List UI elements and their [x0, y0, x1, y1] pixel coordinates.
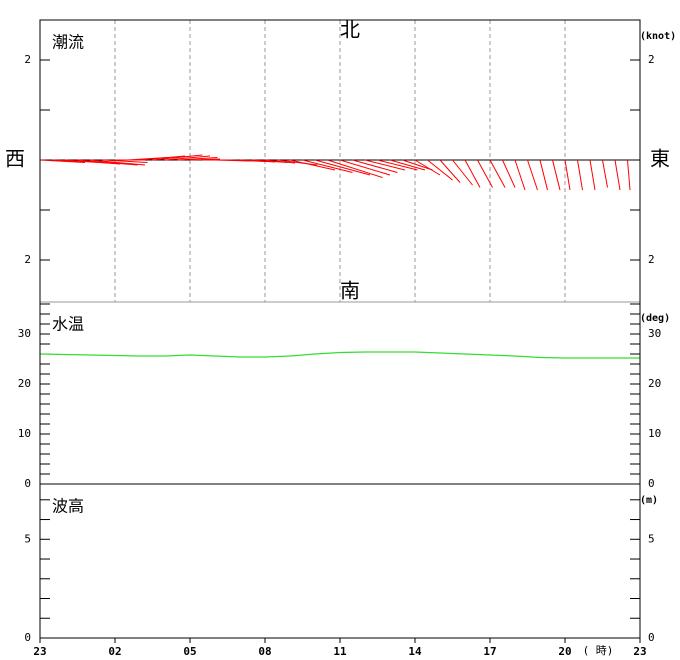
x-axis-unit: ( 時)	[583, 644, 614, 657]
current-vector	[627, 159, 631, 191]
y-tick-label: 2	[24, 53, 31, 66]
unit-label: (m)	[640, 495, 658, 506]
current-vector	[589, 159, 596, 191]
current-vector	[602, 159, 608, 188]
current-vector	[414, 159, 441, 176]
current-vector	[64, 159, 121, 165]
current-vector	[577, 159, 583, 191]
current-vector	[377, 159, 418, 171]
x-tick-label: 23	[33, 645, 46, 658]
y-tick-label: 10	[18, 427, 31, 440]
unit-label: (knot)	[640, 31, 676, 42]
compass-south: 南	[340, 279, 360, 303]
current-vector	[514, 159, 526, 191]
current-vector	[539, 159, 548, 191]
x-tick-label: 17	[483, 645, 496, 658]
panel-title: 波高	[52, 497, 84, 516]
y-tick-label: 30	[18, 327, 31, 340]
current-vector	[264, 159, 296, 164]
current-vector	[152, 154, 203, 161]
x-tick-label: 05	[183, 645, 196, 658]
y-tick-label-right: 2	[648, 53, 655, 66]
current-vector	[339, 159, 391, 176]
current-vector	[527, 159, 538, 191]
data-line	[39, 351, 640, 359]
current-vector	[364, 159, 406, 171]
x-tick-label: 20	[558, 645, 571, 658]
y-tick-label: 5	[24, 532, 31, 545]
compass-north: 北	[340, 18, 360, 42]
compass-east: 東	[650, 147, 670, 171]
current-vector	[314, 159, 371, 176]
current-vector	[352, 159, 398, 173]
y-tick-label-right: 20	[648, 377, 661, 390]
current-vector	[427, 159, 453, 181]
y-tick-label-right: 2	[648, 253, 655, 266]
current-vector	[564, 159, 571, 191]
current-vector	[614, 159, 621, 191]
current-vector	[77, 159, 138, 166]
x-tick-label: 11	[333, 645, 347, 658]
current-vector	[389, 159, 426, 171]
current-vector	[439, 159, 461, 183]
y-tick-label: 0	[24, 477, 31, 490]
y-tick-label-right: 5	[648, 532, 655, 545]
current-vector	[89, 159, 146, 166]
panel-title: 水温	[52, 315, 84, 334]
current-vector	[477, 159, 493, 188]
y-tick-label: 20	[18, 377, 31, 390]
y-tick-label-right: 0	[648, 631, 655, 644]
current-vector	[502, 159, 516, 188]
x-tick-label: 23	[633, 645, 646, 658]
current-vector	[552, 159, 561, 191]
current-vector	[102, 159, 148, 163]
y-tick-label: 2	[24, 253, 31, 266]
current-vector	[327, 159, 383, 178]
current-vector	[452, 159, 473, 186]
current-vector	[177, 157, 218, 161]
unit-label: (deg)	[640, 313, 670, 324]
current-vector	[289, 159, 336, 171]
x-tick-label: 02	[108, 645, 121, 658]
y-tick-label-right: 30	[648, 327, 661, 340]
y-tick-label-right: 10	[648, 427, 661, 440]
current-vector	[139, 155, 186, 161]
x-tick-label: 08	[258, 645, 271, 658]
y-tick-label: 0	[24, 631, 31, 644]
x-tick-label: 14	[408, 645, 422, 658]
compass-west: 西	[5, 147, 25, 171]
y-tick-label-right: 0	[648, 477, 655, 490]
current-vector	[464, 159, 481, 188]
current-vector	[489, 159, 506, 188]
current-vector	[402, 159, 433, 171]
current-vector	[164, 155, 211, 161]
current-vector	[39, 159, 86, 163]
current-vector	[302, 159, 353, 173]
panel-title: 潮流	[52, 33, 84, 52]
